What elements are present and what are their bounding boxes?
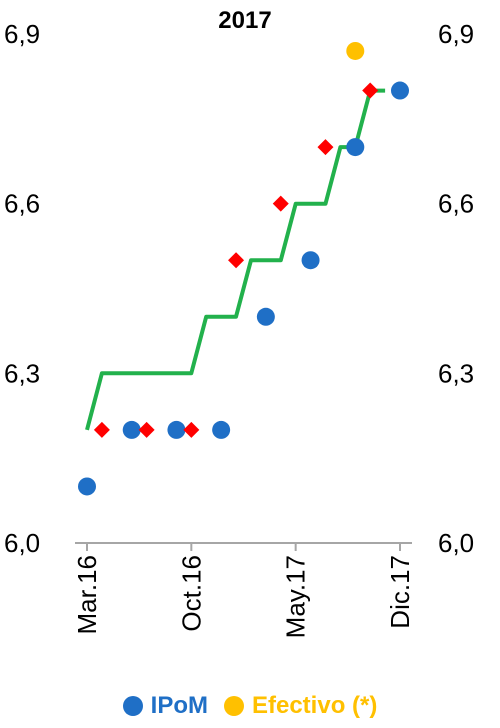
y-tick-label-left: 6,0: [4, 528, 40, 558]
y-tick-label-left: 6,3: [4, 358, 40, 388]
y-axis-right: 6,0 6,3 6,6 6,9: [438, 19, 474, 558]
y-tick-label-right: 6,0: [438, 528, 474, 558]
ipom-point: [256, 307, 275, 326]
y-axis-left: 6,0 6,3 6,6 6,9: [4, 19, 40, 558]
ipom-point: [346, 138, 365, 157]
y-tick-label-right: 6,9: [438, 19, 474, 49]
x-tick-label: Mar.16: [72, 555, 102, 635]
red-diamond-point: [362, 82, 379, 99]
red-diamond-point: [317, 139, 334, 156]
plot-area: [78, 41, 409, 496]
ipom-point: [167, 420, 186, 439]
y-tick-label-left: 6,6: [4, 189, 40, 219]
ipom-point: [391, 81, 409, 100]
legend-ipom-marker: [122, 696, 143, 716]
red-diamond-point: [138, 421, 155, 438]
legend-efectivo-marker: [223, 696, 244, 716]
legend-ipom-label: IPoM: [150, 692, 208, 719]
x-axis: Mar.16 Oct.16 May.17 Dic.17: [72, 543, 415, 638]
legend-item-efectivo: Efectivo (*): [223, 692, 378, 720]
legend-efectivo-label: Efectivo (*): [251, 692, 378, 719]
red-diamond-point: [272, 195, 289, 212]
y-tick-label-left: 6,9: [4, 19, 40, 49]
red-diamond-point: [228, 252, 245, 269]
y-tick-label-right: 6,3: [438, 358, 474, 388]
legend: IPoM Efectivo (*): [0, 688, 500, 724]
legend-item-ipom: IPoM: [122, 692, 208, 720]
chart-title: 2017: [218, 7, 271, 34]
efectivo-point: [346, 41, 365, 60]
y-tick-label-right: 6,6: [438, 189, 474, 219]
red-diamond-point: [183, 421, 200, 438]
x-tick-label: Dic.17: [385, 555, 415, 629]
ipom-point: [122, 420, 141, 439]
ipom-point: [212, 420, 231, 439]
x-tick-label: May.17: [281, 555, 311, 638]
red-diamond-point: [93, 421, 110, 438]
ipom-point: [78, 477, 96, 496]
x-tick-label: Oct.16: [176, 555, 206, 632]
ipom-point: [301, 251, 320, 270]
chart: 2017 6,0 6,3 6,6 6,9 6,0 6,3 6,6 6,9 Mar.16 Oct…: [4, 7, 474, 638]
